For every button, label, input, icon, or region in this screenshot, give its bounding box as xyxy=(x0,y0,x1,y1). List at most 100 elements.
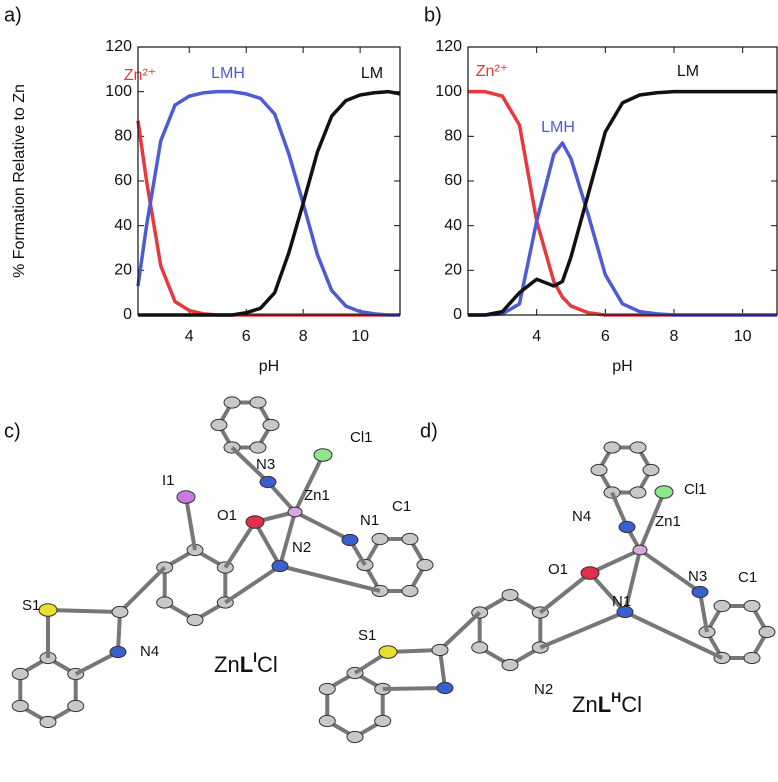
y-tick-label: 120 xyxy=(105,38,132,55)
atom-label: S1 xyxy=(22,597,40,614)
atom xyxy=(11,667,29,681)
atom xyxy=(38,603,58,617)
series-line xyxy=(468,89,777,317)
atom xyxy=(346,730,364,744)
compound-label: ZnLHCl xyxy=(572,689,642,717)
atom-label: C1 xyxy=(392,498,411,515)
y-tick-label: 40 xyxy=(114,217,132,234)
atom xyxy=(210,418,228,432)
atom xyxy=(371,532,389,546)
bond xyxy=(539,571,592,615)
plot-frame xyxy=(467,46,778,316)
atom xyxy=(603,441,621,454)
atom xyxy=(713,599,731,613)
bond xyxy=(223,520,257,569)
atom xyxy=(378,645,398,659)
atom xyxy=(156,596,174,609)
bond xyxy=(118,566,167,614)
atom xyxy=(743,651,761,665)
y-tick-label: 80 xyxy=(114,128,132,145)
atom xyxy=(249,396,267,409)
atom-label: N3 xyxy=(688,568,707,585)
bond xyxy=(638,491,666,551)
atom xyxy=(318,682,336,696)
bond xyxy=(74,650,119,676)
atom xyxy=(262,418,280,432)
atom xyxy=(259,475,277,489)
panel-label: d) xyxy=(420,420,438,442)
y-tick-label: 0 xyxy=(123,306,132,323)
bond xyxy=(698,591,709,633)
series-label: LMH xyxy=(211,65,245,82)
compound-part: Cl xyxy=(621,692,642,717)
bond xyxy=(589,548,641,575)
atom xyxy=(616,605,634,619)
atom-label: Cl1 xyxy=(350,429,373,446)
atom xyxy=(223,396,241,409)
atom-label: Zn1 xyxy=(304,487,330,504)
atom-label: N3 xyxy=(256,456,275,473)
atom-label: N1 xyxy=(612,593,631,610)
atom-label: Cl1 xyxy=(684,481,707,498)
bond xyxy=(294,510,351,542)
bond xyxy=(624,610,723,660)
x-tick-label: 10 xyxy=(734,328,752,345)
series-label: LMH xyxy=(541,119,575,136)
atom xyxy=(67,699,85,713)
bond xyxy=(253,521,282,567)
compound-part: Zn xyxy=(572,692,598,717)
atom xyxy=(39,715,57,729)
y-tick-label: 60 xyxy=(114,172,132,189)
x-tick-label: 8 xyxy=(670,328,679,345)
atom xyxy=(632,544,648,556)
bond xyxy=(438,611,482,652)
x-tick-label: 10 xyxy=(351,328,369,345)
y-tick-label: 60 xyxy=(444,172,462,189)
bond xyxy=(438,649,447,689)
atom xyxy=(111,605,129,619)
atom xyxy=(590,463,608,477)
panel-label: b) xyxy=(424,4,442,26)
y-tick-label: 80 xyxy=(444,128,462,145)
series-line xyxy=(468,89,777,317)
compound-part: Cl xyxy=(257,652,278,677)
atom xyxy=(743,599,761,613)
atom xyxy=(654,485,674,499)
bond xyxy=(382,686,446,691)
y-tick-label: 100 xyxy=(105,83,132,100)
atom xyxy=(618,520,636,534)
y-axis-label: % Formation Relative to Zn xyxy=(11,84,28,278)
series-line xyxy=(136,89,400,317)
molecule-drawings xyxy=(11,396,776,744)
series-line xyxy=(136,120,400,317)
compound-part: I xyxy=(253,649,257,665)
atom xyxy=(401,584,419,598)
series-label: Zn²⁺ xyxy=(476,63,508,80)
atom xyxy=(11,699,29,713)
series-line xyxy=(138,89,401,317)
bond xyxy=(184,496,197,551)
x-axis-label: pH xyxy=(259,358,279,375)
x-tick-label: 4 xyxy=(185,328,194,345)
compound-part: L xyxy=(598,692,611,717)
x-tick-label: 4 xyxy=(532,328,541,345)
compound-part: H xyxy=(611,689,621,705)
atom xyxy=(629,486,647,499)
x-tick-label: 6 xyxy=(242,328,251,345)
y-tick-label: 0 xyxy=(453,306,462,323)
panel-label: c) xyxy=(4,420,21,442)
series-line xyxy=(468,141,777,317)
y-tick-label: 120 xyxy=(435,38,462,55)
atom-label: N4 xyxy=(140,643,159,660)
atom xyxy=(436,681,454,695)
atom xyxy=(186,613,204,627)
bond xyxy=(116,611,122,653)
atom xyxy=(245,515,265,529)
x-tick-label: 8 xyxy=(299,328,308,345)
atom xyxy=(249,441,267,454)
bond xyxy=(279,564,381,593)
atom-label: Zn1 xyxy=(655,513,681,530)
atom xyxy=(401,532,419,546)
series-label: Zn²⁺ xyxy=(124,67,156,84)
bond xyxy=(47,608,121,614)
